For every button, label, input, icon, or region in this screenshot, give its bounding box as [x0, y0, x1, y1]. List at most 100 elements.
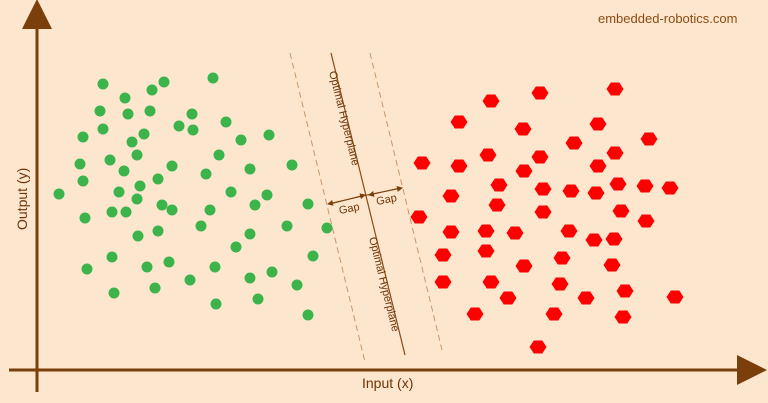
red-hexagon-point [562, 184, 580, 198]
green-circle-point [291, 279, 303, 291]
gap-label-left: Gap [338, 201, 361, 217]
red-hexagon-point [499, 291, 517, 305]
green-circle-point [158, 76, 170, 88]
red-hexagon-point [531, 150, 549, 164]
green-circle-point [225, 186, 237, 198]
green-circle-point [79, 212, 91, 224]
green-circle-point [204, 204, 216, 216]
green-circle-point [97, 78, 109, 90]
green-circle-point [106, 206, 118, 218]
red-hexagon-point [434, 275, 452, 289]
green-circle-point [108, 287, 120, 299]
green-circle-point [149, 282, 161, 294]
green-circle-point [281, 220, 293, 232]
green-circle-point [97, 123, 109, 135]
green-circle-point [156, 199, 168, 211]
red-hexagon-point [506, 226, 524, 240]
red-hexagon-point [589, 159, 607, 173]
green-circle-point [249, 199, 261, 211]
red-hexagon-point [515, 164, 533, 178]
green-circle-point [302, 198, 314, 210]
red-hexagon-point [450, 159, 468, 173]
red-hexagon-point [466, 307, 484, 321]
red-hexagon-point [577, 291, 595, 305]
green-circle-point [230, 241, 242, 253]
green-circle-point [131, 193, 143, 205]
green-circle-point [207, 72, 219, 84]
green-circle-point [126, 136, 138, 148]
green-circle-point [321, 222, 333, 234]
green-circle-point [166, 160, 178, 172]
red-hexagon-point [616, 284, 634, 298]
margin-left-line [289, 52, 366, 363]
green-circle-point [200, 168, 212, 180]
red-hexagon-point [410, 210, 428, 224]
red-hexagon-point [551, 277, 569, 291]
red-hexagon-point [450, 115, 468, 129]
hyperplane-lines [289, 52, 443, 363]
red-hexagon-point [534, 205, 552, 219]
green-circle-point [235, 134, 247, 146]
y-axis-label: Output (y) [14, 167, 30, 230]
green-circle-point [261, 189, 273, 201]
green-circle-point [81, 263, 93, 275]
red-hexagon-point [585, 233, 603, 247]
red-hexagon-point [609, 177, 627, 191]
red-hexagon-point [661, 181, 679, 195]
red-hexagon-point [529, 340, 547, 354]
green-circle-point [152, 173, 164, 185]
hyperplane-label-top: Optimal Hyperplane [326, 70, 361, 167]
green-circle-point [134, 180, 146, 192]
red-hexagon-point [442, 225, 460, 239]
red-hexagon-point [531, 86, 549, 100]
data-points [53, 72, 684, 354]
red-hexagon-point [587, 186, 605, 200]
green-circle-point [187, 124, 199, 136]
green-circle-point [184, 274, 196, 286]
red-hexagon-point [515, 259, 533, 273]
green-circle-point [195, 220, 207, 232]
green-circle-point [244, 163, 256, 175]
green-circle-point [122, 108, 134, 120]
green-circle-point [113, 186, 125, 198]
green-circle-point [244, 272, 256, 284]
red-hexagon-point [514, 122, 532, 136]
green-circle-point [213, 149, 225, 161]
green-circle-point [166, 204, 178, 216]
red-hexagon-point [614, 310, 632, 324]
green-circle-point [74, 158, 86, 170]
x-axis-label: Input (x) [362, 375, 414, 391]
green-circle-point [209, 261, 221, 273]
optimal-hyperplane-line [330, 52, 406, 356]
green-circle-point [244, 228, 256, 240]
green-circle-point [53, 188, 65, 200]
green-circle-point [77, 131, 89, 143]
gap-label-right: Gap [375, 192, 398, 208]
green-circle-point [173, 120, 185, 132]
red-hexagon-point [612, 204, 630, 218]
green-circle-point [131, 149, 143, 161]
green-circle-point [118, 165, 130, 177]
green-circle-point [220, 116, 232, 128]
green-circle-point [77, 175, 89, 187]
red-hexagon-point [589, 117, 607, 131]
green-circle-point [307, 250, 319, 262]
green-circle-point [286, 159, 298, 171]
green-circle-point [144, 105, 156, 117]
green-circle-point [132, 230, 144, 242]
red-hexagon-point [637, 214, 655, 228]
red-hexagon-point [482, 275, 500, 289]
red-hexagon-point [477, 224, 495, 238]
watermark: embedded-robotics.com [598, 11, 738, 26]
green-circle-point [146, 84, 158, 96]
green-circle-point [104, 154, 116, 166]
green-circle-point [94, 105, 106, 117]
margin-right-line [369, 52, 443, 351]
gap-arrow-left-back [329, 193, 366, 205]
red-hexagon-point [442, 189, 460, 203]
green-circle-point [138, 128, 150, 140]
green-circle-point [152, 225, 164, 237]
hyperplane-label-bottom: Optimal Hyperplane [366, 236, 401, 333]
green-circle-point [119, 92, 131, 104]
